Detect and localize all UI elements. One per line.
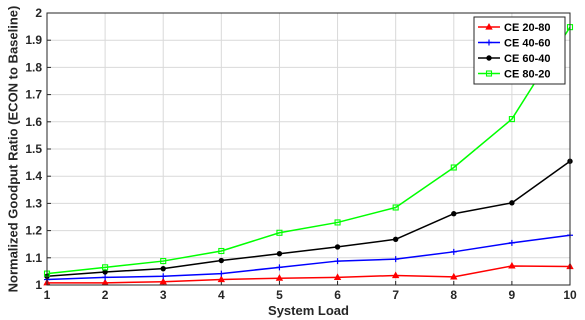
data-point-ce-20-80 <box>159 277 167 285</box>
x-axis-ticks: 1 2 3 4 5 6 7 8 9 10 <box>44 281 577 302</box>
y-tick-label: 1 <box>35 278 42 292</box>
legend-item-ce-40-60: CE 40-60 <box>478 38 550 50</box>
legend: CE 20-80 CE 40-60 CE 60-40 CE 80-20 <box>473 16 566 85</box>
series-line-ce-80-20 <box>46 26 571 275</box>
y-tick-label: 2 <box>35 6 42 20</box>
data-point-ce-80-20 <box>102 264 109 271</box>
data-point-ce-40-60 <box>276 264 283 271</box>
legend-label: CE 80-20 <box>504 69 550 81</box>
x-tick-label: 4 <box>218 288 225 302</box>
data-point-ce-80-20 <box>508 116 515 123</box>
data-point-ce-20-80 <box>391 271 400 279</box>
x-tick-label: 2 <box>102 288 109 302</box>
y-tick-label: 1.2 <box>25 224 42 238</box>
data-point-ce-60-40 <box>218 257 225 264</box>
data-point-ce-80-20 <box>160 258 167 265</box>
data-point-ce-60-40 <box>509 200 515 206</box>
data-point-ce-40-60 <box>392 256 399 263</box>
legend-label: CE 20-80 <box>504 22 550 34</box>
data-point-ce-80-20 <box>392 204 399 211</box>
data-point-ce-40-60 <box>508 239 515 246</box>
data-point-ce-40-60 <box>102 274 109 281</box>
data-point-ce-20-80 <box>275 274 284 281</box>
legend-marker <box>486 39 492 46</box>
series-layer <box>43 24 574 286</box>
data-point-ce-60-40 <box>334 244 341 250</box>
data-point-ce-20-80 <box>508 261 516 269</box>
series-line-ce-20-80 <box>47 265 571 284</box>
legend-item-ce-80-20: CE 80-20 <box>478 69 550 81</box>
data-point-ce-80-20 <box>276 229 283 236</box>
plot-frame <box>46 12 571 286</box>
data-point-ce-80-20 <box>218 247 225 255</box>
y-tick-label: 1.1 <box>25 251 42 265</box>
data-point-ce-40-60 <box>160 273 167 280</box>
x-tick-label: 5 <box>276 288 283 302</box>
data-point-ce-60-40 <box>392 236 399 243</box>
y-tick-label: 1.8 <box>25 60 42 74</box>
series-line-ce-60-40 <box>46 160 571 278</box>
data-point-ce-20-80 <box>450 272 458 280</box>
legend-label: CE 60-40 <box>504 53 550 65</box>
x-tick-label: 3 <box>160 288 167 302</box>
legend-item-ce-60-40: CE 60-40 <box>478 53 550 65</box>
y-axis-label: Normalized Goodput Ratio (ECON to Baseli… <box>5 6 20 293</box>
series-ce-60-40 <box>44 158 573 279</box>
data-point-ce-40-60 <box>334 258 341 265</box>
y-tick-label: 1.6 <box>25 115 42 129</box>
x-tick-label: 7 <box>392 288 399 302</box>
data-point-ce-40-60 <box>218 270 225 277</box>
x-tick-label: 8 <box>450 288 457 302</box>
x-tick-label: 9 <box>509 288 516 302</box>
legend-marker <box>486 55 492 61</box>
data-point-ce-60-40 <box>276 251 283 257</box>
data-point-ce-60-40 <box>160 265 166 272</box>
data-point-ce-80-20 <box>334 219 341 226</box>
data-point-ce-40-60 <box>450 248 457 255</box>
x-tick-label: 10 <box>563 288 577 302</box>
data-point-ce-60-40 <box>451 211 457 217</box>
legend-marker <box>485 22 493 30</box>
y-axis-ticks: 1 1.1 1.2 1.3 1.4 1.5 1.6 1.7 1.8 1.9 2 <box>25 6 51 292</box>
series-line-ce-40-60 <box>46 234 571 281</box>
data-point-ce-20-80 <box>333 273 342 280</box>
y-tick-label: 1.4 <box>25 169 42 183</box>
y-tick-label: 1.3 <box>25 196 42 210</box>
data-point-ce-20-80 <box>217 275 226 283</box>
legend-marker <box>485 70 493 77</box>
legend-label: CE 40-60 <box>504 38 550 50</box>
y-tick-label: 1.7 <box>25 88 42 102</box>
y-tick-label: 1.9 <box>25 33 42 47</box>
x-tick-label: 1 <box>44 288 51 302</box>
data-point-ce-80-20 <box>450 164 457 171</box>
legend-item-ce-20-80: CE 20-80 <box>478 22 550 34</box>
x-tick-label: 6 <box>334 288 341 302</box>
y-tick-label: 1.5 <box>25 142 42 156</box>
x-axis-label: System Load <box>268 303 349 318</box>
